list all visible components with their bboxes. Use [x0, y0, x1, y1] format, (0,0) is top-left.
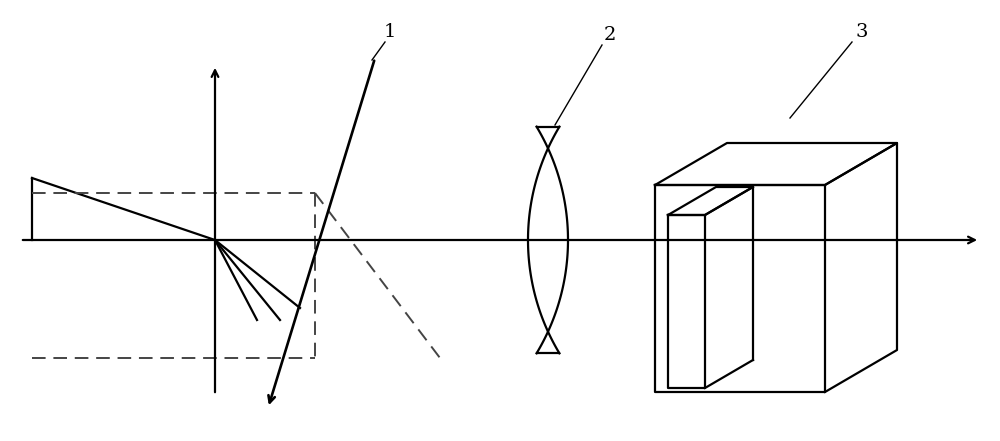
- Text: 2: 2: [604, 26, 616, 44]
- Text: 1: 1: [384, 23, 396, 41]
- Text: 3: 3: [856, 23, 868, 41]
